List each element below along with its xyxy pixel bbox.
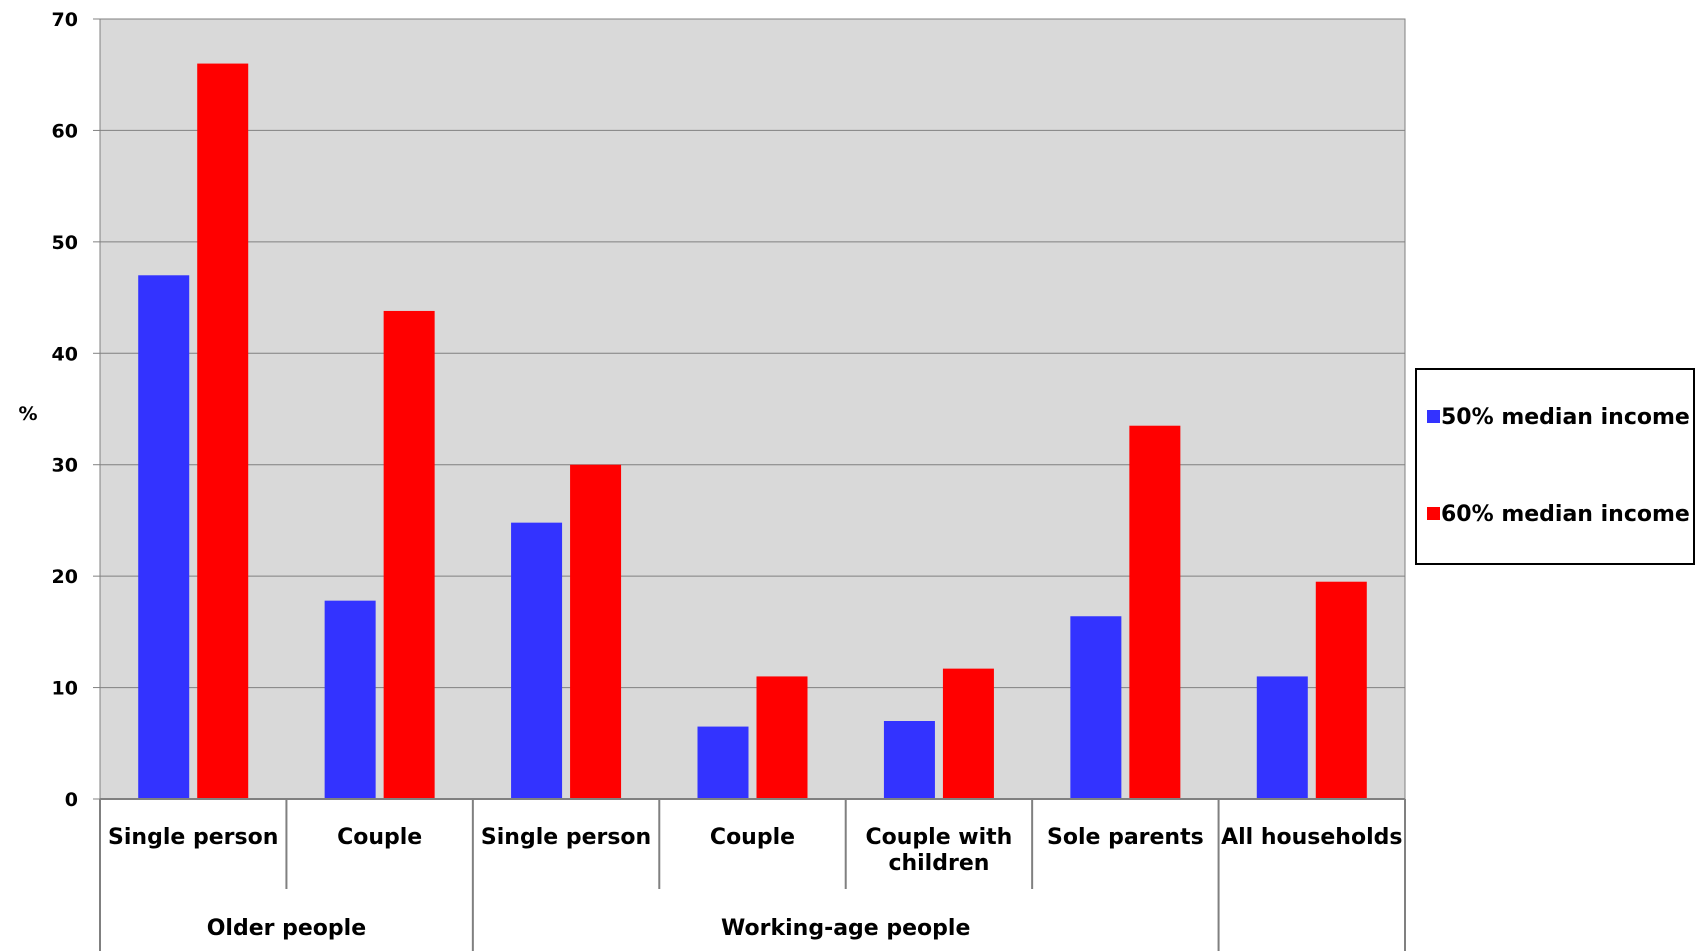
legend-swatch-60 [1427, 507, 1440, 520]
bar-series2-5 [942, 668, 994, 799]
x-category-label: Single person [108, 825, 278, 850]
y-axis: 0 10 20 30 40 50 60 70 [52, 9, 101, 811]
x-group-label: Older people [207, 916, 366, 941]
y-axis-label: % [18, 403, 37, 425]
x-category-label: Couple with children [866, 825, 1013, 876]
bar-series2-7 [1315, 581, 1367, 799]
bar-series1-7 [1256, 676, 1308, 799]
x-axis: Single person Couple Single person Couple Co… [99, 798, 1406, 951]
y-tick-label: 70 [52, 9, 78, 31]
x-category-label: Sole parents [1047, 825, 1204, 850]
legend-swatch-50 [1427, 410, 1440, 423]
x-group-label: Working-age people [721, 916, 970, 941]
y-tick-label: 40 [52, 343, 78, 365]
bar-series2-4 [756, 676, 808, 799]
legend: 50% median income 60% median income [1415, 368, 1695, 565]
legend-label-50: 50% median income [1441, 405, 1690, 430]
plot-area [99, 18, 1406, 800]
y-tick-label: 0 [65, 789, 78, 811]
gridlines [100, 129, 1405, 689]
x-category-label: All households [1221, 825, 1402, 850]
bar-series1-2 [324, 600, 376, 799]
x-category-label: Couple [710, 825, 795, 850]
bar-series1-5 [883, 721, 935, 799]
bar-series1-6 [1070, 616, 1122, 799]
y-tick-label: 20 [52, 566, 78, 588]
bar-series1-1 [138, 275, 190, 799]
bar-series2-1 [197, 63, 249, 800]
bar-series2-3 [570, 464, 622, 799]
bar-series1-3 [511, 522, 563, 799]
bars [138, 63, 1367, 800]
y-tick-label: 50 [52, 232, 78, 254]
legend-box [1415, 368, 1695, 565]
y-tick-label: 10 [52, 678, 78, 700]
bar-series2-2 [383, 310, 435, 799]
bar-series2-6 [1129, 425, 1181, 799]
x-category-label: Single person [481, 825, 651, 850]
y-tick-label: 60 [52, 120, 78, 142]
bar-series1-4 [697, 726, 749, 799]
y-tick-label: 30 [52, 455, 78, 477]
x-category-label: Couple [337, 825, 422, 850]
legend-label-60: 60% median income [1441, 502, 1690, 527]
